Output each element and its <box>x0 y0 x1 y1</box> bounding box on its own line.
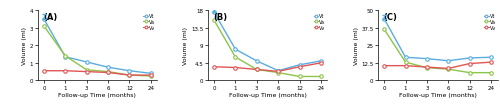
Vt <box>148 73 154 74</box>
Vv <box>84 71 89 73</box>
Line: Vt: Vt <box>212 11 322 73</box>
Vv <box>402 65 408 67</box>
Line: Vv: Vv <box>382 61 493 71</box>
Va <box>296 76 302 78</box>
Line: Va: Va <box>212 19 322 79</box>
Vv <box>148 75 154 76</box>
Va <box>105 71 111 73</box>
X-axis label: Follow-up Time (months): Follow-up Time (months) <box>58 93 136 97</box>
Vt <box>402 57 408 58</box>
Va <box>424 67 430 69</box>
Va <box>126 75 132 76</box>
X-axis label: Follow-up Time (months): Follow-up Time (months) <box>228 93 306 97</box>
Va <box>318 76 324 78</box>
Va <box>381 29 387 31</box>
Legend: Vt, Va, Vv: Vt, Va, Vv <box>483 14 496 31</box>
Vt <box>62 57 68 58</box>
Text: (A): (A) <box>44 13 58 22</box>
Vv <box>41 70 47 72</box>
Vt <box>446 60 452 62</box>
Y-axis label: Volume (ml): Volume (ml) <box>22 27 27 65</box>
Vt <box>488 57 494 58</box>
Va <box>84 70 89 71</box>
Y-axis label: Volume (ml): Volume (ml) <box>354 27 358 65</box>
Vt <box>211 12 217 14</box>
Vv <box>232 67 238 69</box>
Text: (B): (B) <box>214 13 228 22</box>
Va <box>275 72 281 74</box>
Line: Va: Va <box>42 25 152 78</box>
Va <box>62 56 68 57</box>
Vv <box>254 69 260 71</box>
Va <box>41 26 47 27</box>
Vv <box>211 66 217 68</box>
Vt <box>254 61 260 62</box>
Va <box>254 69 260 71</box>
Va <box>402 62 408 63</box>
Legend: Vt, Va, Vv: Vt, Va, Vv <box>313 14 326 31</box>
Legend: Vt, Va, Vv: Vt, Va, Vv <box>143 14 156 31</box>
Vt <box>466 58 472 59</box>
Vt <box>318 61 324 62</box>
Vt <box>84 62 89 63</box>
Line: Vt: Vt <box>382 18 493 63</box>
Vt <box>424 58 430 60</box>
Vt <box>105 67 111 68</box>
Vv <box>488 62 494 63</box>
Va <box>488 72 494 74</box>
Line: Vt: Vt <box>42 18 152 75</box>
Vv <box>446 68 452 70</box>
Vv <box>105 72 111 73</box>
Line: Vv: Vv <box>212 62 322 73</box>
Vt <box>381 19 387 20</box>
Vt <box>41 19 47 20</box>
Vv <box>62 70 68 72</box>
Vv <box>381 65 387 67</box>
Line: Va: Va <box>382 28 493 75</box>
Vv <box>424 67 430 68</box>
Vv <box>296 66 302 68</box>
Vt <box>126 70 132 72</box>
Vt <box>296 65 302 66</box>
Y-axis label: Volume (ml): Volume (ml) <box>184 27 188 65</box>
Vt <box>232 49 238 50</box>
Va <box>211 20 217 22</box>
Vv <box>275 71 281 72</box>
Va <box>232 57 238 58</box>
Line: Vv: Vv <box>42 69 152 77</box>
Vv <box>466 63 472 65</box>
Va <box>466 72 472 74</box>
X-axis label: Follow-up Time (months): Follow-up Time (months) <box>398 93 476 97</box>
Va <box>446 69 452 70</box>
Vt <box>275 70 281 72</box>
Va <box>148 76 154 77</box>
Text: (C): (C) <box>384 13 398 22</box>
Vv <box>126 75 132 76</box>
Vv <box>318 63 324 64</box>
